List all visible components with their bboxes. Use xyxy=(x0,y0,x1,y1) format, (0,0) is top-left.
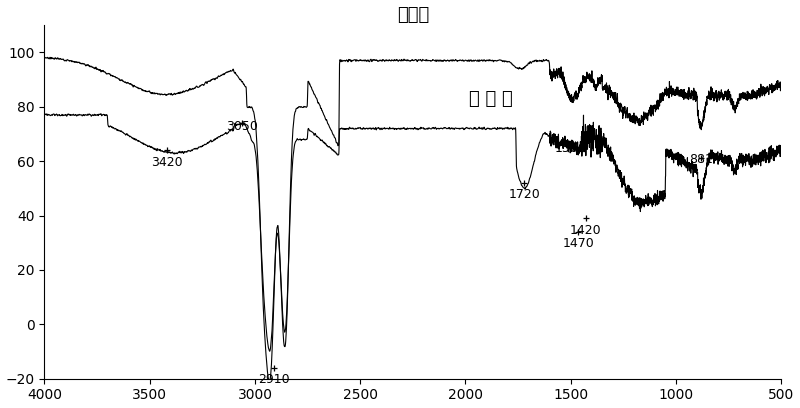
Text: 2910: 2910 xyxy=(258,373,290,386)
Text: 1720: 1720 xyxy=(509,188,540,201)
Text: 1420: 1420 xyxy=(570,224,602,237)
Text: 1470: 1470 xyxy=(562,237,594,250)
Text: 3420: 3420 xyxy=(150,156,182,169)
Text: 3050: 3050 xyxy=(226,120,258,133)
Text: 自 制 样: 自 制 样 xyxy=(469,89,513,108)
Text: 881: 881 xyxy=(689,153,713,166)
Title: 标准样: 标准样 xyxy=(397,6,429,24)
Text: 1500: 1500 xyxy=(555,142,586,155)
